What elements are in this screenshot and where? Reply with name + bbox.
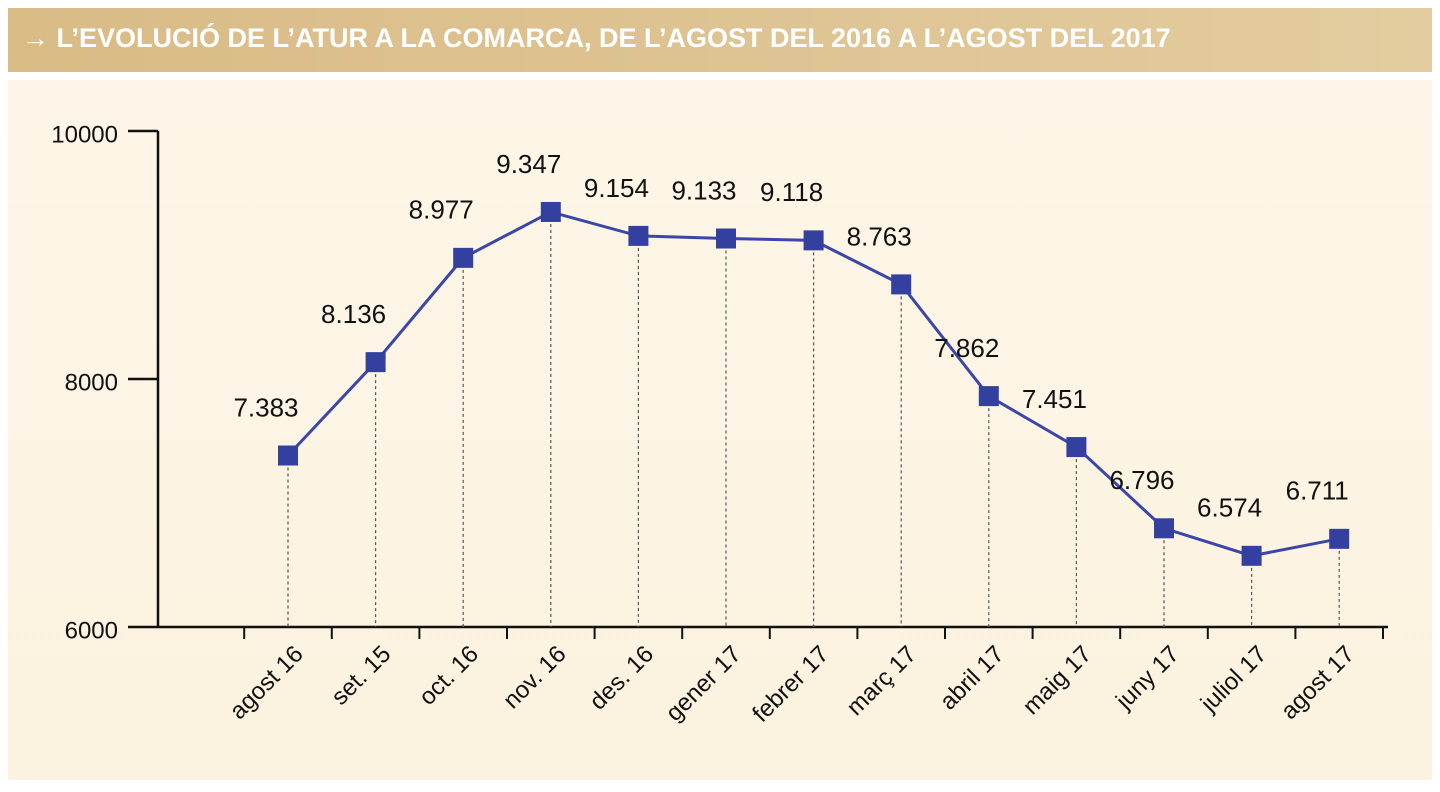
data-label: 8.136 <box>321 299 386 329</box>
marker <box>1154 518 1174 539</box>
data-label: 9.347 <box>496 149 561 179</box>
data-label: 7.862 <box>934 333 999 363</box>
marker <box>628 225 649 246</box>
data-label: 6.574 <box>1197 493 1262 523</box>
data-label: 8.977 <box>409 195 474 225</box>
y-tick-label: 8000 <box>65 369 118 396</box>
marker <box>453 247 474 268</box>
marker <box>540 201 561 222</box>
marker <box>716 228 736 249</box>
plot-background <box>8 80 1432 780</box>
data-label: 9.118 <box>760 177 823 207</box>
marker <box>1329 528 1350 549</box>
data-label: 7.451 <box>1022 384 1087 414</box>
marker <box>891 274 912 295</box>
marker <box>978 386 999 407</box>
data-label: 6.796 <box>1109 465 1174 495</box>
chart-title: → L’EVOLUCIÓ DE L’ATUR A LA COMARCA, DE … <box>22 22 1171 53</box>
marker <box>278 445 298 466</box>
marker <box>1066 437 1087 458</box>
marker <box>365 352 386 373</box>
marker <box>803 230 824 251</box>
marker <box>1241 545 1262 566</box>
data-label: 6.711 <box>1286 476 1349 506</box>
data-label: 9.133 <box>671 175 736 205</box>
data-label: 8.763 <box>847 221 912 251</box>
title-banner <box>8 8 1432 72</box>
y-tick-label: 6000 <box>65 617 118 644</box>
data-label: 7.383 <box>233 392 298 422</box>
y-tick-label: 10000 <box>51 121 118 148</box>
data-label: 9.154 <box>584 173 649 203</box>
